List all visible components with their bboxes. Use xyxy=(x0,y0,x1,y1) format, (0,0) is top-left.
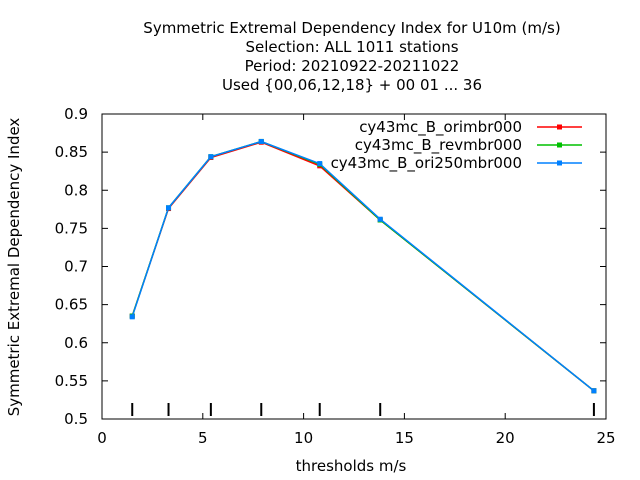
legend-label: cy43mc_B_orimbr000 xyxy=(359,118,522,137)
x-tick-label: 20 xyxy=(496,429,515,447)
data-point xyxy=(591,388,597,394)
chart-title-line: Period: 20210922-20211022 xyxy=(245,57,460,75)
y-tick-label: 0.5 xyxy=(64,410,88,428)
legend-label: cy43mc_B_ori250mbr000 xyxy=(331,154,522,173)
y-tick-label: 0.8 xyxy=(64,181,88,199)
y-tick-label: 0.75 xyxy=(55,219,88,237)
legend-marker xyxy=(557,142,562,148)
x-tick-label: 10 xyxy=(294,429,313,447)
legend-label: cy43mc_B_revmbr000 xyxy=(355,136,522,155)
y-tick-label: 0.9 xyxy=(64,105,88,123)
x-tick-label: 25 xyxy=(596,429,615,447)
x-tick-label: 15 xyxy=(395,429,414,447)
threshold-markers xyxy=(131,403,595,416)
y-axis-label: Symmetric Extremal Dependency Index xyxy=(5,118,23,417)
data-point xyxy=(208,154,214,160)
data-point xyxy=(129,314,135,320)
series-line xyxy=(131,140,595,392)
chart-title-line: Used {00,06,12,18} + 00 01 ... 36 xyxy=(222,76,482,94)
legend-marker xyxy=(557,160,562,166)
legend-marker xyxy=(557,124,562,130)
y-tick-label: 0.85 xyxy=(55,143,88,161)
y-tick-label: 0.65 xyxy=(55,296,88,314)
data-point xyxy=(317,161,323,167)
data-point xyxy=(166,205,172,211)
y-tick-label: 0.6 xyxy=(64,334,88,352)
series-line xyxy=(131,140,595,392)
y-axis-label-group: Symmetric Extremal Dependency Index xyxy=(5,118,23,417)
axis-ticks: 0 5 10 15 20 25 0.5 0.55 0.6 0.65 0.7 0.75 0.8 0.85 0.… xyxy=(55,105,616,447)
data-point xyxy=(377,216,383,222)
y-tick-label: 0.55 xyxy=(55,372,88,390)
y-tick-label: 0.7 xyxy=(64,258,88,276)
x-tick-label: 5 xyxy=(198,429,208,447)
chart-title-line: Selection: ALL 1011 stations xyxy=(245,38,458,56)
series-lines xyxy=(129,138,597,394)
chart-title: Symmetric Extremal Dependency Index for … xyxy=(143,19,560,94)
chart-title-line: Symmetric Extremal Dependency Index for … xyxy=(143,19,560,37)
x-tick-label: 0 xyxy=(97,429,107,447)
legend: cy43mc_B_orimbr000cy43mc_B_revmbr000cy43… xyxy=(331,118,582,173)
series-line xyxy=(131,141,595,392)
data-point xyxy=(258,138,264,144)
x-axis-label-group: thresholds m/s xyxy=(296,457,407,475)
x-axis-label: thresholds m/s xyxy=(296,457,407,475)
